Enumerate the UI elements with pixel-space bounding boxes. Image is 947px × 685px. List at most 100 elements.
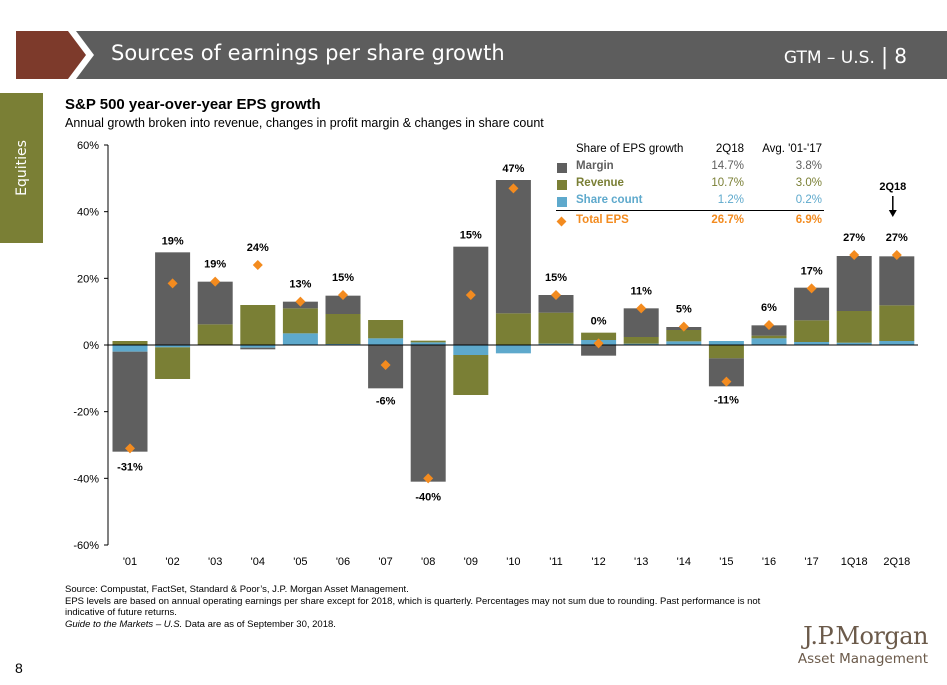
total-eps-marker (721, 376, 732, 387)
total-eps-label: -11% (714, 395, 739, 407)
x-tick-label: '14 (677, 556, 691, 568)
total-eps-label: 47% (502, 163, 524, 175)
bar-segment-share-count (879, 341, 915, 345)
bar-segment-revenue (282, 308, 318, 334)
total-eps-label: 27% (886, 232, 908, 244)
x-tick-label: '13 (634, 556, 648, 568)
total-eps-marker (465, 290, 476, 300)
x-tick-label: '17 (804, 556, 818, 568)
bar-segment-share-count (666, 341, 702, 345)
page-title: Sources of earnings per share growth (111, 41, 505, 65)
legend-row-total-eps: Total EPS 26.7% 6.9% (550, 214, 830, 230)
page-number: 8 (15, 660, 23, 676)
bar-segment-margin (197, 281, 233, 325)
eps-note: EPS levels are based on annual operating… (65, 595, 761, 619)
bar-segment-margin (410, 345, 446, 482)
header-right: GTM – U.S. | 8 (784, 44, 907, 70)
total-eps-label: 15% (460, 230, 482, 242)
bar-segment-share-count (623, 343, 659, 345)
source-line: Source: Compustat, FactSet, Standard & P… (65, 584, 409, 595)
y-tick-label: -20% (73, 407, 99, 419)
legend-header-2q18: 2Q18 (715, 143, 744, 155)
bar-segment-share-count (538, 343, 574, 345)
total-eps-marker (593, 338, 604, 349)
revenue-swatch (557, 180, 567, 190)
legend-label-revenue: Revenue (576, 177, 624, 189)
bar-segment-share-count (368, 338, 404, 345)
total-eps-marker (125, 443, 135, 454)
legend-total-eps-avg: 6.9% (795, 214, 822, 226)
header-banner-shape (16, 31, 947, 79)
bar-segment-revenue (325, 314, 361, 344)
bar-segment-revenue (879, 305, 915, 341)
legend-header-label: Share of EPS growth (576, 143, 684, 155)
bar-segment-share-count (794, 342, 830, 345)
legend-row-share-count: Share count 1.2% 0.2% (550, 194, 830, 210)
y-tick-label: -60% (73, 540, 99, 552)
x-tick-label: '08 (421, 556, 435, 568)
total-eps-label: 17% (801, 265, 823, 277)
bar-segment-revenue (155, 347, 191, 379)
total-eps-label: 24% (247, 242, 269, 254)
bar-segment-margin (240, 347, 276, 350)
header-separator: | (880, 45, 889, 70)
bar-segment-share-count (112, 345, 148, 352)
total-eps-marker (338, 290, 348, 300)
x-tick-label: 2Q18 (883, 556, 910, 568)
bar-segment-margin (879, 256, 915, 306)
x-tick-label: '01 (123, 556, 137, 568)
bar-segment-margin (495, 180, 531, 314)
bar-segment-revenue (410, 340, 446, 343)
bar-segment-revenue (794, 320, 830, 342)
total-eps-label: 6% (761, 302, 777, 314)
total-eps-marker (891, 250, 902, 260)
total-eps-label: -40% (415, 491, 441, 503)
x-tick-label: '04 (251, 556, 265, 568)
y-tick-label: 60% (77, 140, 99, 152)
total-eps-label: 0% (591, 316, 607, 328)
chart-subtitle: Annual growth broken into revenue, chang… (65, 116, 544, 130)
total-eps-diamond-icon (556, 216, 567, 227)
bar-segment-revenue (751, 335, 787, 339)
total-eps-marker (252, 260, 263, 270)
chart-title: S&P 500 year-over-year EPS growth (65, 96, 321, 113)
legend-margin-2q18: 14.7% (711, 160, 744, 172)
bar-segment-revenue (581, 332, 617, 340)
y-tick-label: 20% (77, 273, 99, 285)
section-tab[interactable]: Equities (0, 93, 43, 243)
total-eps-marker (678, 321, 689, 332)
legend-revenue-avg: 3.0% (795, 177, 822, 189)
share-count-swatch (557, 197, 567, 207)
logo-subtitle: Asset Management (797, 651, 928, 667)
bar-segment-share-count (495, 345, 531, 354)
gtm-rest: Data are as of September 30, 2018. (182, 618, 336, 630)
total-eps-marker (380, 360, 391, 370)
total-eps-label: 11% (630, 285, 652, 297)
x-tick-label: '10 (506, 556, 520, 568)
bar-segment-revenue (112, 341, 148, 345)
x-tick-label: '05 (293, 556, 307, 568)
legend-divider (556, 210, 824, 211)
total-eps-label: 27% (843, 232, 865, 244)
x-tick-label: '03 (208, 556, 222, 568)
total-eps-label: -31% (117, 461, 143, 473)
total-eps-label: -6% (376, 395, 396, 407)
total-eps-marker (508, 183, 519, 194)
legend-row-revenue: Revenue 10.7% 3.0% (550, 177, 830, 193)
bar-segment-revenue (240, 305, 276, 345)
bar-segment-revenue (368, 320, 404, 339)
bar-segment-margin (112, 351, 148, 452)
x-tick-label: 1Q18 (841, 556, 868, 568)
bar-segment-revenue (836, 311, 872, 343)
legend-label-total-eps: Total EPS (576, 214, 629, 226)
y-tick-label: 0% (83, 340, 99, 352)
legend-margin-avg: 3.8% (795, 160, 822, 172)
logo-wordmark: J.P.Morgan (803, 622, 928, 650)
total-eps-marker (167, 278, 178, 289)
margin-swatch (557, 163, 567, 173)
bar-segment-share-count (453, 345, 489, 355)
jpmorgan-logo: J.P.Morgan Asset Management (797, 622, 929, 667)
gtm-italic: Guide to the Markets – U.S. (65, 618, 183, 630)
total-eps-label: 19% (162, 235, 184, 247)
bar-segment-share-count (282, 333, 318, 345)
